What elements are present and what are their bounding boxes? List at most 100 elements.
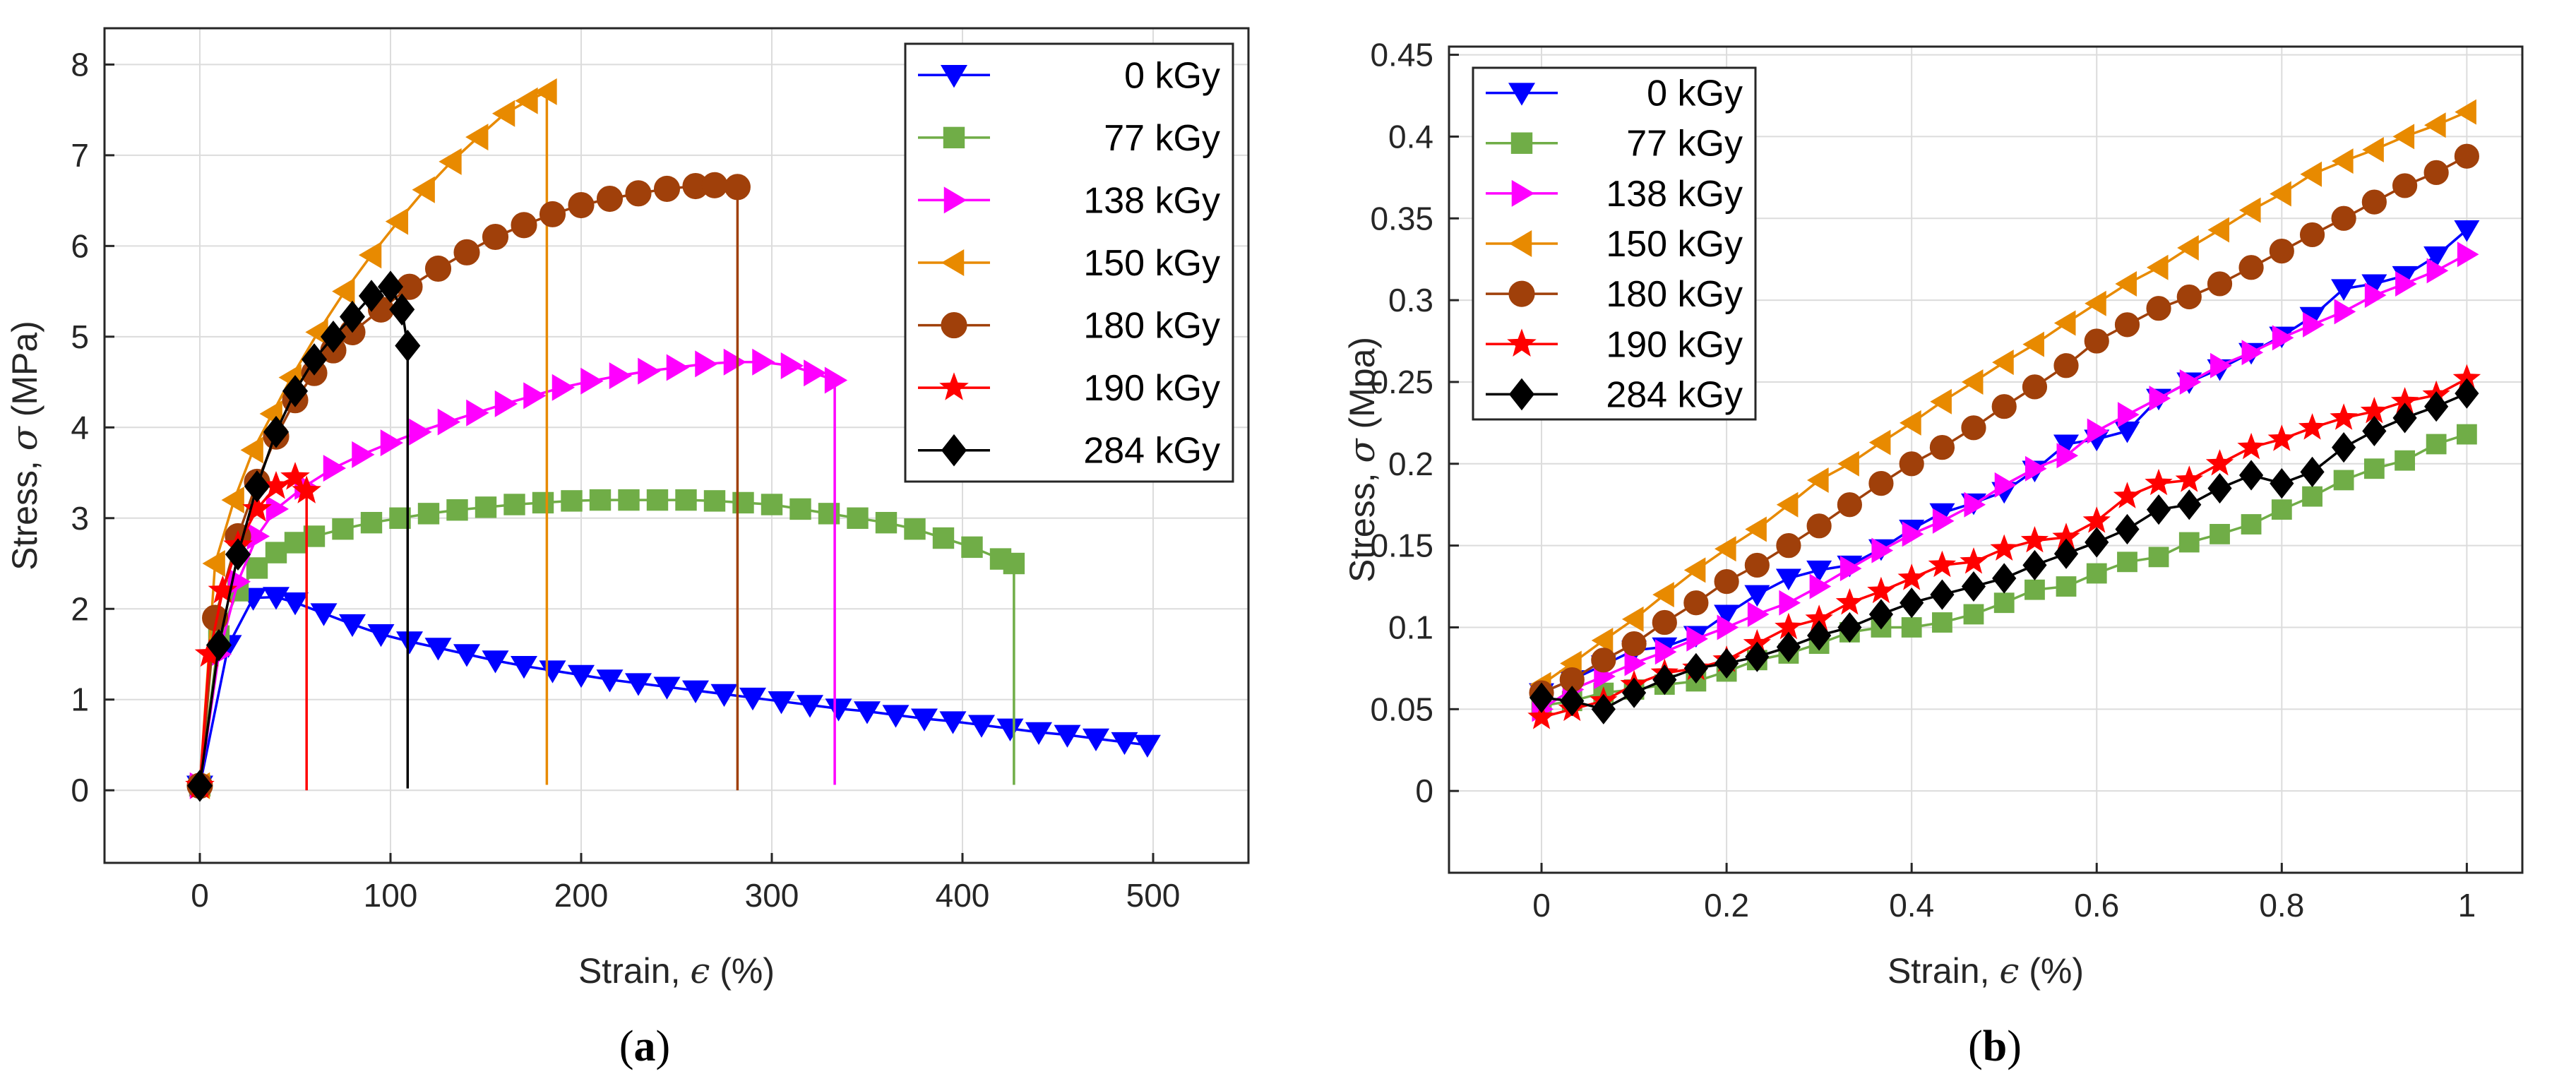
x-tick-label: 300 xyxy=(745,877,799,914)
y-axis-label-unit: (MPa) xyxy=(5,321,44,426)
data-point xyxy=(2178,532,2200,553)
data-point xyxy=(2175,465,2203,492)
data-point xyxy=(825,698,852,722)
legend-marker xyxy=(943,126,965,149)
data-point xyxy=(2115,270,2137,297)
data-point xyxy=(1683,590,1709,616)
data-point xyxy=(511,655,537,679)
data-point xyxy=(568,191,595,219)
legend-item: 150 kGy xyxy=(1486,224,1743,265)
data-point xyxy=(551,374,576,401)
data-point xyxy=(186,769,213,802)
legend-marker xyxy=(1511,179,1535,207)
legend-label: 0 kGy xyxy=(1647,73,1743,114)
data-point xyxy=(2210,524,2230,544)
data-point xyxy=(1083,728,1109,752)
x-axis-label: Strain, ϵ (%) xyxy=(1888,950,2084,991)
data-point xyxy=(1961,415,1986,441)
data-point xyxy=(1837,492,1862,518)
data-point xyxy=(580,367,604,395)
data-point xyxy=(2053,353,2079,378)
data-point xyxy=(638,357,661,385)
data-point xyxy=(2395,270,2417,297)
data-point xyxy=(2392,124,2415,150)
legend-label: 77 kGy xyxy=(1626,124,1743,165)
data-point xyxy=(1900,587,1924,619)
y-tick-label: 0.4 xyxy=(1388,118,1433,155)
data-point xyxy=(561,490,583,512)
legend-marker xyxy=(1508,83,1535,106)
data-point xyxy=(2053,538,2079,569)
legend-marker xyxy=(941,434,967,467)
data-point xyxy=(1715,648,1739,679)
data-point xyxy=(385,208,409,235)
data-point xyxy=(263,415,290,448)
data-point xyxy=(2272,325,2294,351)
data-point xyxy=(1775,612,1803,640)
legend-label: 190 kGy xyxy=(1083,368,1220,409)
data-point xyxy=(332,278,355,305)
series-284-kgy xyxy=(186,270,421,802)
data-point xyxy=(1993,592,2015,614)
legend-marker xyxy=(1508,230,1532,257)
y-tick-label: 6 xyxy=(71,227,89,264)
data-point xyxy=(968,715,995,738)
data-point xyxy=(2087,418,2109,444)
y-tick-label: 0.15 xyxy=(1370,527,1433,564)
y-axis-label: Stress, σ (Mpa) xyxy=(1342,337,1383,583)
data-point xyxy=(2456,424,2477,445)
data-point xyxy=(2056,576,2077,597)
data-point xyxy=(2022,549,2047,581)
data-point xyxy=(2241,340,2264,366)
data-point xyxy=(2423,160,2449,185)
legend-item: 0 kGy xyxy=(918,55,1220,96)
data-point xyxy=(1837,450,1859,477)
data-point xyxy=(466,399,489,426)
y-tick-label: 0 xyxy=(71,772,89,808)
data-point xyxy=(1591,648,1616,673)
data-point xyxy=(961,536,983,559)
data-point xyxy=(1745,641,1770,672)
data-point xyxy=(1928,550,1957,578)
data-point xyxy=(824,366,848,394)
data-point xyxy=(2302,486,2322,507)
data-point xyxy=(301,343,328,376)
data-point xyxy=(732,491,754,514)
data-point xyxy=(1806,513,1832,539)
data-point xyxy=(2452,364,2481,391)
series-180-kgy xyxy=(1529,143,2479,705)
y-tick-label: 0 xyxy=(1415,772,1433,809)
x-tick-label: 0 xyxy=(191,877,209,914)
data-point xyxy=(194,638,225,667)
data-point xyxy=(453,239,480,265)
data-point xyxy=(854,701,881,724)
legend-label: 180 kGy xyxy=(1083,306,1220,347)
y-tick-label: 0.2 xyxy=(1388,446,1433,482)
legend-marker xyxy=(1508,280,1535,307)
data-point xyxy=(2056,443,2079,469)
y-tick-label: 0.1 xyxy=(1388,609,1433,645)
x-tick-label: 1 xyxy=(2458,887,2476,924)
data-point xyxy=(395,329,421,362)
data-point xyxy=(523,382,547,410)
y-axis-label-text: Stress, xyxy=(1342,463,1382,583)
data-point xyxy=(352,441,375,468)
x-tick-label: 0.8 xyxy=(2259,887,2304,924)
data-point xyxy=(266,495,290,523)
data-point xyxy=(332,518,354,540)
data-point xyxy=(2333,470,2354,491)
data-point xyxy=(2332,432,2356,463)
legend-marker xyxy=(939,372,969,400)
data-point xyxy=(2361,189,2387,215)
data-point xyxy=(1714,569,1739,595)
data-point xyxy=(2426,434,2447,455)
data-point xyxy=(1868,599,1894,630)
data-point xyxy=(2205,449,2234,476)
data-point xyxy=(2179,369,2202,395)
x-tick-label: 0 xyxy=(1532,887,1551,924)
data-point xyxy=(2455,99,2476,125)
data-point xyxy=(2241,514,2262,535)
data-point xyxy=(1717,614,1739,640)
data-point xyxy=(380,429,404,457)
data-point xyxy=(2149,386,2171,412)
